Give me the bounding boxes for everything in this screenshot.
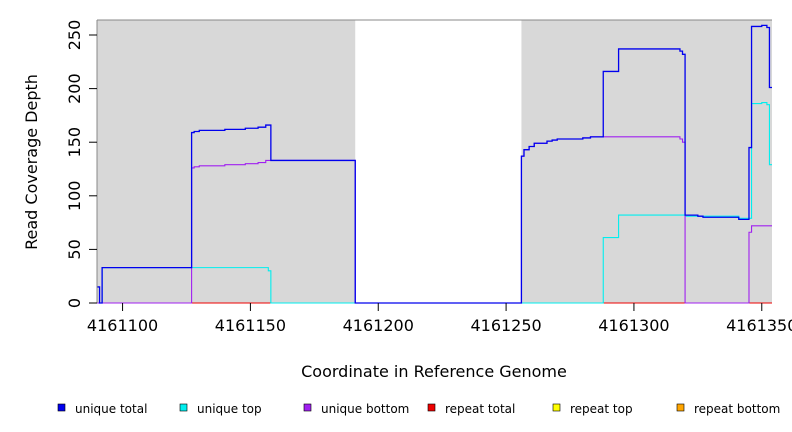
legend-item: repeat total (427, 402, 515, 416)
x-axis-title: Coordinate in Reference Genome (301, 362, 567, 381)
legend: unique total unique top unique bottom repea… (57, 402, 780, 416)
legend-label: unique bottom (321, 402, 409, 416)
x-tick-label: 4161250 (470, 316, 541, 335)
legend-label: repeat top (570, 402, 633, 416)
y-tick-label: 50 (65, 239, 84, 259)
legend-item: unique top (179, 402, 262, 416)
legend-label: repeat bottom (694, 402, 780, 416)
series-layer (97, 24, 772, 304)
plot-frame (96, 19, 772, 303)
plot-background (97, 20, 772, 303)
legend-swatch (427, 403, 436, 412)
legend-swatch (303, 403, 312, 412)
y-tick-label: 150 (65, 127, 84, 158)
unshaded-region (355, 20, 522, 303)
legend-label: unique top (197, 402, 262, 416)
legend-label: repeat total (445, 402, 515, 416)
legend-item: unique total (57, 402, 147, 416)
legend-item: repeat top (552, 402, 633, 416)
legend-swatch (676, 403, 685, 412)
series-line-unique-total (97, 24, 772, 304)
x-tick-label: 4161100 (87, 316, 158, 335)
legend-item: unique bottom (303, 402, 409, 416)
x-tick-label: 4161300 (598, 316, 669, 335)
legend-swatch (57, 403, 66, 412)
x-tick-label: 4161350 (726, 316, 792, 335)
legend-label: unique total (75, 402, 147, 416)
x-tick-label: 4161150 (215, 316, 286, 335)
x-axis: 4161100 4161150 4161200 4161250 4161300 41613… (87, 303, 792, 335)
y-tick-label: 0 (65, 298, 84, 308)
legend-swatch (179, 403, 188, 412)
legend-item: repeat bottom (676, 402, 780, 416)
legend-swatch (552, 403, 561, 412)
y-axis: 0 50 100 150 200 250 (65, 20, 97, 308)
y-tick-label: 250 (65, 20, 84, 51)
y-axis-title: Read Coverage Depth (22, 74, 41, 250)
y-tick-label: 200 (65, 73, 84, 104)
x-tick-label: 4161200 (343, 316, 414, 335)
y-tick-label: 100 (65, 181, 84, 212)
